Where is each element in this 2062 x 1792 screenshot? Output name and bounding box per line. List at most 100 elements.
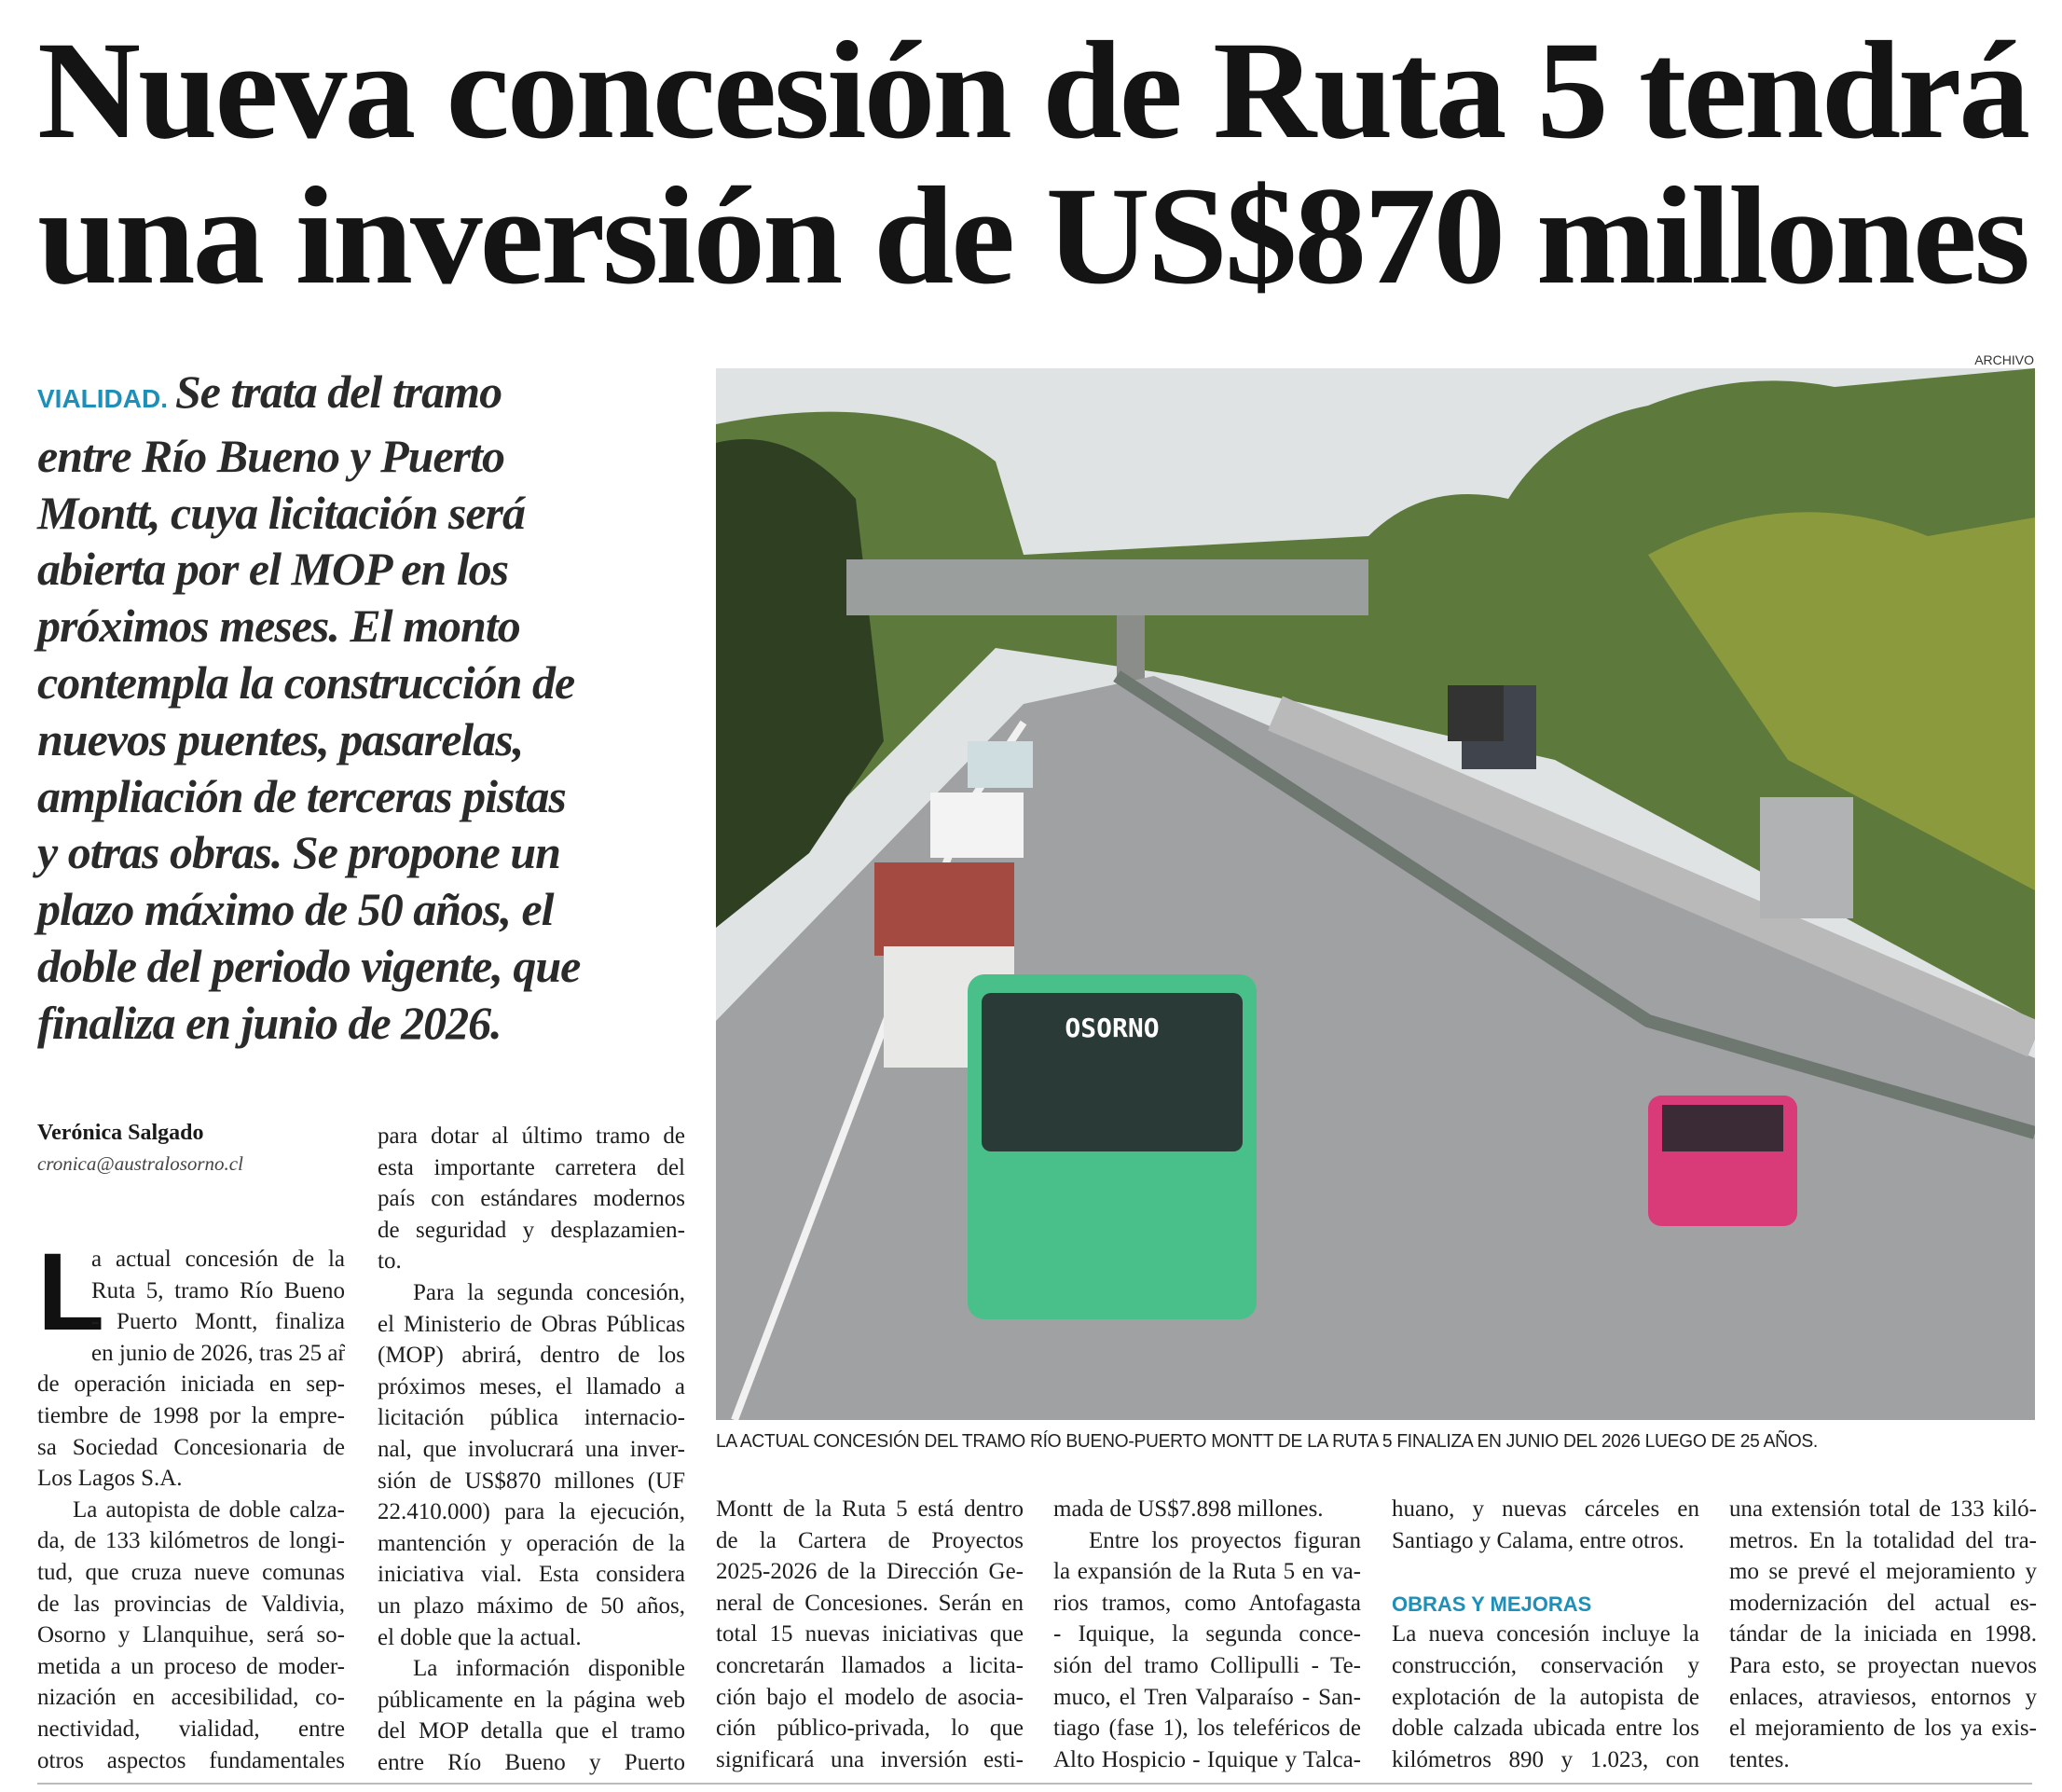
text-line: entre Río Bueno y Puerto <box>378 1749 685 1775</box>
photo-caption: LA ACTUAL CONCESIÓN DEL TRAMO RÍO BUENO-… <box>716 1431 1818 1452</box>
text-line: Para la segunda concesión, <box>413 1279 685 1305</box>
text-line: Entre los proyectos figuran <box>1089 1527 1361 1553</box>
text-line: huano, y nuevas cárceles en <box>1392 1496 1699 1522</box>
deck-line-text: y otras obras. Se propone un <box>37 826 561 879</box>
deck-line: finaliza en junio de 2026. <box>37 995 690 1052</box>
text-line: explotación de la autopista de <box>1392 1684 1699 1710</box>
text-line: mo se prevé el mejoramiento y <box>1729 1559 2037 1585</box>
text-line: 22.410.000) para la ejecución, <box>378 1499 685 1525</box>
text-line: de la Cartera de Proyectos <box>716 1527 1024 1553</box>
photo-credit: ARCHIVO <box>1974 352 2034 367</box>
deck-line-text: Se trata del tramo <box>175 365 502 418</box>
text-line: La autopista de doble calza- <box>73 1496 345 1523</box>
text-line: sión del tramo Collipulli - Te- <box>1053 1652 1361 1678</box>
deck-line-text: Montt, cuya licitación será <box>37 486 526 539</box>
text-line: tentes. <box>1729 1746 1790 1772</box>
headline-line-2: una inversión de US$870 millones <box>37 159 2030 313</box>
deck-line: próximos meses. El monto <box>37 598 690 655</box>
deck-line: contempla la construcción de <box>37 655 690 711</box>
headline-line-1: Nueva concesión de Ruta 5 tendrá <box>37 13 2030 168</box>
deck-line-text: ampliación de terceras pistas <box>37 769 567 822</box>
section-kicker: VIALIDAD. <box>37 384 168 413</box>
author-email[interactable]: cronica@australosorno.cl <box>37 1152 243 1175</box>
text-line: doble calzada ubicada entre los <box>1392 1716 1699 1742</box>
text-line: neral de Concesiones. Serán en <box>716 1590 1024 1616</box>
text-line: construcción, conservación y <box>1392 1652 1699 1678</box>
text-line: modernización del actual es- <box>1729 1590 2037 1616</box>
deck-line: Montt, cuya licitación será <box>37 485 690 542</box>
text-line: metida a un proceso de moder- <box>37 1653 345 1679</box>
text-line: concretarán llamados a licita- <box>716 1652 1024 1678</box>
deck-line-text: plazo máximo de 50 años, el <box>37 883 555 936</box>
text-line: rios tramos, como Antofagasta <box>1053 1590 1361 1616</box>
text-line: to. <box>378 1248 402 1275</box>
text-line: - Iquique, la segunda conce- <box>1053 1621 1361 1647</box>
text-line: esta importante carretera del <box>378 1154 685 1180</box>
article-photo: OSORNO <box>716 368 2035 1420</box>
text-line: kilómetros 890 y 1.023, con <box>1392 1746 1699 1772</box>
text-line: tud, que cruza nueve comunas <box>37 1559 345 1585</box>
deck-line-text: doble del periodo vigente, que <box>37 939 581 992</box>
deck-line: VIALIDAD. Se trata del tramo <box>37 364 690 428</box>
deck-line: y otras obras. Se propone un <box>37 824 690 881</box>
text-line: otros aspectos fundamentales <box>37 1747 345 1773</box>
text-line: muco, el Tren Valparaíso - San- <box>1053 1684 1361 1710</box>
text-line: Los Lagos S.A. <box>37 1466 183 1492</box>
text-line: nal, que involucrará una inver- <box>378 1436 685 1462</box>
body-column-3: Montt de la Ruta 5 está dentro de la Cart… <box>716 1494 1024 1775</box>
text-line: metros. En la totalidad del tra- <box>1729 1527 2037 1553</box>
text-line: Santiago y Calama, entre otros. <box>1392 1527 1684 1553</box>
text-line: Montt de la Ruta 5 está dentro <box>716 1496 1024 1522</box>
deck-line: doble del periodo vigente, que <box>37 938 690 995</box>
deck-line-text: finaliza en junio de 2026. <box>37 996 502 1049</box>
deck-line: ampliación de terceras pistas <box>37 768 690 825</box>
text-line: iniciativa vial. Esta considera <box>378 1562 685 1588</box>
text-line: públicamente en la página web <box>378 1687 685 1713</box>
text-line: ción bajo el modelo de asocia- <box>716 1684 1024 1710</box>
text-line: mantención y operación de la <box>378 1530 685 1556</box>
deck-line-text: próximos meses. El monto <box>37 600 521 653</box>
text-line: (MOP) abrirá, dentro de los <box>378 1343 685 1369</box>
text-line: - Puerto Montt, finaliza <box>91 1309 345 1335</box>
text-line: ción público-privada, lo que <box>716 1716 1024 1742</box>
text-line: de seguridad y desplazamien- <box>378 1217 685 1243</box>
text-line: 2025-2026 de la Dirección Ge- <box>716 1559 1024 1585</box>
text-line: licitación pública internacio- <box>378 1405 685 1431</box>
text-line: una extensión total de 133 kiló- <box>1729 1496 2037 1522</box>
body-column-4: mada de US$7.898 millones. Entre los proy… <box>1053 1494 1361 1775</box>
text-line: tándar de la iniciada en 1998. <box>1729 1621 2037 1647</box>
text-line: La información disponible <box>413 1656 685 1682</box>
author-name: Verónica Salgado <box>37 1121 204 1145</box>
text-line: total 15 nuevas iniciativas que <box>716 1621 1024 1647</box>
text-line: de operación iniciada en sep- <box>37 1372 345 1398</box>
text-line: enlaces, atraviesos, entornos y <box>1729 1684 2037 1710</box>
text-line: en junio de 2026, tras 25 años <box>91 1340 345 1366</box>
text-line: tiago (fase 1), los teleféricos de <box>1053 1716 1361 1742</box>
deck-line-text: nuevos puentes, pasarelas, <box>37 712 524 765</box>
body-column-6: una extensión total de 133 kiló-metros. … <box>1729 1494 2037 1775</box>
drop-cap: L <box>37 1231 105 1354</box>
body-column-5: huano, y nuevas cárceles en Santiago y Ca… <box>1392 1494 1699 1775</box>
text-line: del MOP detalla que el tramo <box>378 1718 685 1744</box>
text-line: sa Sociedad Concesionaria de <box>37 1434 345 1460</box>
subheading: OBRAS Y MEJORAS <box>1392 1592 1592 1616</box>
text-line: a actual concesión de la <box>91 1247 345 1272</box>
text-line: el doble que la actual. <box>378 1624 582 1650</box>
text-line: mada de US$7.898 millones. <box>1053 1496 1324 1522</box>
text-line: significará una inversión esti- <box>716 1746 1024 1772</box>
deck-line: plazo máximo de 50 años, el <box>37 881 690 938</box>
text-line: Osorno y Llanquihue, será so- <box>37 1622 345 1648</box>
text-line: país con estándares modernos <box>378 1186 685 1212</box>
text-line: la expansión de la Ruta 5 en va- <box>1053 1559 1361 1585</box>
deck-line: abierta por el MOP en los <box>37 541 690 598</box>
body-column-2: para dotar al último tramo de esta import… <box>378 1121 685 1778</box>
deck: VIALIDAD. Se trata del tramo entre Río Bue… <box>37 364 690 1052</box>
text-line: el Ministerio de Obras Públicas <box>378 1311 685 1337</box>
bus-sign: OSORNO <box>1065 1013 1159 1043</box>
text-line: un plazo máximo de 50 años, <box>378 1592 685 1619</box>
text-line: tiembre de 1998 por la empre- <box>37 1402 345 1428</box>
deck-line: nuevos puentes, pasarelas, <box>37 711 690 768</box>
text-line: Ruta 5, tramo Río Bueno <box>91 1277 345 1303</box>
deck-line-text: contempla la construcción de <box>37 655 575 709</box>
